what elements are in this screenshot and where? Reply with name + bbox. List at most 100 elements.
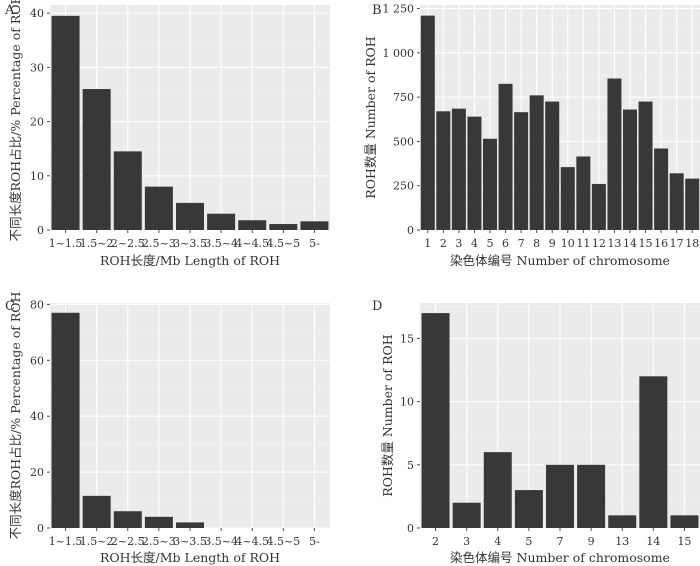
bar-4 (467, 116, 482, 230)
bar-3 (452, 502, 481, 528)
y-tick-label: 0 (407, 522, 414, 535)
y-tick-label: 10 (400, 396, 414, 409)
x-tick-label: 18 (685, 237, 699, 250)
x-tick-label: 3 (463, 535, 470, 548)
x-tick-label: 1.5~2 (80, 535, 114, 548)
panel-label: D (372, 299, 382, 314)
bar-2 (436, 111, 451, 230)
y-tick-label: 0 (407, 224, 414, 237)
x-tick-label: 9 (549, 237, 556, 250)
bar-9 (577, 464, 606, 528)
panel-label: A (4, 3, 15, 18)
x-axis-title: ROH长度/Mb Length of ROH (100, 253, 280, 268)
x-tick-label: 5- (309, 535, 320, 548)
x-tick-label: 3~3.5 (173, 237, 207, 250)
bar-15 (670, 515, 699, 528)
x-tick-label: 2~2.5 (111, 535, 145, 548)
bar-14 (639, 376, 668, 528)
x-tick-label: 9 (588, 535, 595, 548)
y-tick-label: 1 000 (383, 47, 415, 60)
bar-7 (514, 112, 529, 230)
bar-9 (545, 101, 560, 230)
bar-1.5~2 (82, 89, 111, 230)
x-tick-label: 3.5~4 (204, 237, 238, 250)
bar-5- (300, 221, 329, 230)
y-tick-label: 0 (37, 224, 44, 237)
x-tick-label: 14 (623, 237, 637, 250)
bar-3 (451, 108, 466, 230)
x-axis-title: ROH长度/Mb Length of ROH (100, 550, 280, 565)
x-tick-label: 7 (518, 237, 525, 250)
y-tick-label: 60 (30, 354, 44, 367)
bar-1.5~2 (82, 495, 111, 528)
x-tick-label: 7 (557, 535, 564, 548)
x-tick-label: 16 (654, 237, 668, 250)
x-tick-label: 11 (576, 237, 590, 250)
bar-3.5~4 (207, 213, 236, 230)
y-axis-title: 不同长度ROH占比/% Percentage of ROH (8, 0, 23, 241)
x-tick-label: 15 (677, 535, 691, 548)
x-axis-title: 染色体编号 Number of chromosome (450, 550, 670, 565)
bar-1 (420, 15, 435, 231)
y-tick-label: 20 (30, 466, 44, 479)
x-tick-label: 15 (639, 237, 653, 250)
y-tick-label: 250 (393, 180, 414, 193)
bar-4 (483, 452, 512, 528)
x-tick-label: 4~4.5 (235, 535, 269, 548)
x-tick-label: 5 (487, 237, 494, 250)
bar-3~3.5 (176, 522, 204, 528)
x-tick-label: 13 (615, 535, 629, 548)
x-tick-label: 10 (561, 237, 575, 250)
panel-label: C (5, 299, 15, 314)
y-tick-label: 80 (30, 298, 44, 311)
x-tick-label: 1~1.5 (49, 535, 83, 548)
bar-7 (546, 464, 574, 528)
y-tick-label: 750 (393, 91, 414, 104)
x-tick-label: 2 (440, 237, 447, 250)
bar-11 (576, 156, 591, 230)
bar-2.5~3 (144, 516, 173, 528)
x-tick-label: 3~3.5 (173, 535, 207, 548)
x-tick-label: 3.5~4 (204, 535, 238, 548)
x-tick-label: 8 (533, 237, 540, 250)
y-axis-title: 不同长度ROH占比/% Percentage of ROH (8, 291, 23, 539)
x-tick-label: 13 (607, 237, 621, 250)
x-tick-label: 5 (525, 535, 532, 548)
bar-1~1.5 (51, 15, 80, 231)
bar-12 (591, 183, 606, 230)
y-tick-label: 15 (400, 332, 414, 345)
x-tick-label: 6 (502, 237, 509, 250)
bar-3~3.5 (176, 202, 204, 230)
bar-4.5~5 (269, 224, 298, 230)
bar-15 (638, 101, 653, 230)
bar-2.5~3 (144, 186, 173, 230)
y-tick-label: 30 (30, 61, 44, 74)
x-tick-label: 2.5~3 (142, 535, 176, 548)
bar-5 (514, 490, 543, 528)
x-tick-label: 3 (455, 237, 462, 250)
chart-panel-d: 0 5 10 15 2 3 4 5 7 9 13 14 15 染色体编号 Number of chromo… (372, 299, 700, 565)
bar-2~2.5 (113, 511, 142, 528)
y-tick-label: 20 (30, 116, 44, 129)
x-tick-label: 2.5~3 (142, 237, 176, 250)
x-axis-title: 染色体编号 Number of chromosome (450, 253, 670, 268)
y-tick-label: 40 (30, 410, 44, 423)
x-tick-label: 4 (494, 535, 501, 548)
y-tick-label: 40 (30, 7, 44, 20)
x-tick-label: 2 (432, 535, 439, 548)
x-tick-label: 1 (424, 237, 431, 250)
x-tick-label: 17 (670, 237, 684, 250)
bar-13 (608, 515, 637, 528)
x-tick-label: 4.5~5 (266, 535, 300, 548)
x-tick-label: 12 (592, 237, 606, 250)
y-tick-label: 0 (37, 522, 44, 535)
y-tick-label: 10 (30, 170, 44, 183)
x-tick-label: 1~1.5 (49, 237, 83, 250)
x-tick-label: 4~4.5 (235, 237, 269, 250)
bar-10 (560, 167, 575, 230)
x-tick-label: 4 (471, 237, 478, 250)
y-tick-label: 500 (393, 135, 414, 148)
bar-2 (421, 313, 450, 528)
x-tick-label: 2~2.5 (111, 237, 145, 250)
bar-13 (607, 78, 622, 230)
